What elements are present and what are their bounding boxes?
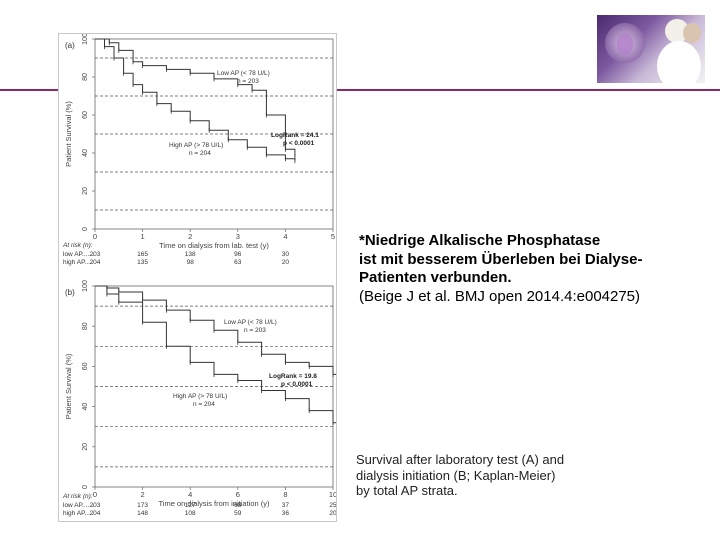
panel-a-ytick-label-0: 0 xyxy=(82,227,89,231)
panel-a-ylabel: Patient Survival (%) xyxy=(64,101,73,167)
panel-b-legend-low-n: n = 203 xyxy=(244,327,266,334)
panel-b-xtick-label-3: 6 xyxy=(236,490,240,499)
caption-de-line2: ist mit besserem Überleben bei Dialyse- xyxy=(359,250,643,268)
panel-b-legend-high-name: High AP (> 78 U/L) xyxy=(173,393,227,400)
panel-b-xlabel: Time on dialysis from initiation (y) xyxy=(158,499,270,508)
panel-a-xtick-label-5: 5 xyxy=(331,232,335,241)
caption-de-line3: Patienten verbunden. xyxy=(359,269,512,286)
panel-a-at-risk-row-0-val-2: 138 xyxy=(185,251,196,258)
panel-a-at-risk-row-0-val-1: 165 xyxy=(137,251,148,258)
panel-a-xlabel: Time on dialysis from lab. test (y) xyxy=(159,241,269,250)
panel-b-ytick-label-1: 20 xyxy=(82,443,89,451)
panel-a-xtick-label-3: 3 xyxy=(236,232,240,241)
panel-a-xtick-label-4: 4 xyxy=(283,232,287,241)
panel-b-xtick-label-0: 0 xyxy=(93,490,97,499)
caption-english: Survival after laboratory test (A) and d… xyxy=(356,452,656,499)
panel-a-xtick-label-2: 2 xyxy=(188,232,192,241)
panel-a-ytick-label-4: 80 xyxy=(82,73,89,81)
panel-b-at-risk-row-0-label: low AP....... xyxy=(63,502,95,509)
caption-de-line1: *Niedrige Alkalische Phosphatase xyxy=(359,232,601,249)
panel-a-stat-p: p < 0.0001 xyxy=(283,140,315,147)
panel-b-ytick-label-5: 100 xyxy=(82,280,89,292)
panel-b-legend-low-name: Low AP (< 78 U/L) xyxy=(224,319,277,326)
panel-a-ytick-label-5: 100 xyxy=(82,34,89,45)
panel-b-at-risk-row-0-val-4: 37 xyxy=(282,502,290,509)
panel-b-at-risk-row-1-val-4: 36 xyxy=(282,510,290,517)
panel-a-at-risk-row-0-val-0: 203 xyxy=(90,251,101,258)
figure-panel: (a) 0 20 40 60 80 100 Patient Survival (%) 0 1 2 3 4… xyxy=(58,33,346,522)
panel-b-at-risk-row-0-val-1: 173 xyxy=(137,502,148,509)
panel-a-at-risk-row-1-val-0: 204 xyxy=(90,259,101,266)
panel-b-at-risk-row-1-val-3: 59 xyxy=(234,510,242,517)
panel-b-ytick-label-4: 80 xyxy=(82,322,89,330)
panel-a-legend-high-n: n = 204 xyxy=(189,150,211,157)
panel-b-at-risk-row-1-label: high AP..... xyxy=(63,510,94,517)
panel-a-at-risk-row-1-label: high AP..... xyxy=(63,259,94,266)
panel-b-ytick-label-3: 60 xyxy=(82,362,89,370)
panel-b-legend-high-n: n = 204 xyxy=(193,401,215,408)
panel-b-stat-p: p < 0.0001 xyxy=(281,381,313,388)
panel-a-legend-low-name: Low AP (< 78 U/L) xyxy=(217,70,270,77)
panel-a-at-risk-row-0-val-3: 96 xyxy=(234,251,242,258)
panel-b-xtick-label-5: 10 xyxy=(329,490,336,499)
panel-a-xtick-label-0: 0 xyxy=(93,232,97,241)
panel-b-at-risk-row-0-val-5: 25 xyxy=(329,502,336,509)
panel-a-series-low-line xyxy=(95,38,296,157)
panel-b-ylabel: Patient Survival (%) xyxy=(64,353,73,419)
panel-b-at-risk-row-1-val-0: 204 xyxy=(90,510,101,517)
panel-a-legend-high-name: High AP (> 78 U/L) xyxy=(169,142,223,149)
panel-a-at-risk-row-1-val-1: 135 xyxy=(137,259,148,266)
panel-b-at-risk-title: At risk (n): xyxy=(62,493,93,500)
panel-b-ytick-label-2: 40 xyxy=(82,403,89,411)
panel-a-at-risk-row-0-label: low AP....... xyxy=(63,251,95,258)
header-divider xyxy=(0,89,720,91)
panel-a-ytick-label-2: 40 xyxy=(82,149,89,157)
caption-en-line2: dialysis initiation (B; Kaplan-Meier) xyxy=(356,467,556,483)
panel-b-at-risk-row-1-val-1: 148 xyxy=(137,510,148,517)
panel-b-at-risk-row-1-val-2: 108 xyxy=(185,510,196,517)
panel-b-xtick-label-1: 2 xyxy=(141,490,145,499)
caption-en-line3: by total AP strata. xyxy=(356,483,458,498)
panel-b-at-risk-row-0-val-0: 203 xyxy=(90,502,101,509)
caption-german: *Niedrige Alkalische Phosphatase ist mit… xyxy=(359,232,709,306)
panel-a-ytick-label-3: 60 xyxy=(82,111,89,119)
panel-b-series-low-line xyxy=(95,285,346,377)
panel-a-at-risk-title: At risk (n): xyxy=(62,242,93,249)
panel-a-at-risk-row-1-val-2: 98 xyxy=(187,259,195,266)
panel-a-at-risk-row-1-val-4: 20 xyxy=(282,259,290,266)
header-photo xyxy=(597,15,705,83)
panel-b-xtick-label-2: 4 xyxy=(188,490,192,499)
panel-b-series-high-line xyxy=(95,285,346,429)
panel-a-xtick-label-1: 1 xyxy=(141,232,145,241)
panel-b-stat-logrank: LogRank = 19.8 xyxy=(269,373,317,380)
panel-a-ytick-label-1: 20 xyxy=(82,187,89,195)
panel-b-xtick-label-4: 8 xyxy=(283,490,287,499)
panel-b-at-risk-row-0-val-2: 127 xyxy=(185,502,196,509)
panel-a-at-risk-row-0-val-4: 30 xyxy=(282,251,290,258)
panel-a-label: (a) xyxy=(65,41,75,50)
panel-a-at-risk-row-1-val-3: 63 xyxy=(234,259,242,266)
caption-de-line4: (Beige J et al. BMJ open 2014.4:e004275) xyxy=(359,287,641,305)
panel-b-at-risk-row-0-val-3: 68 xyxy=(234,502,242,509)
caption-en-line1: Survival after laboratory test (A) and xyxy=(356,452,565,467)
panel-b-label: (b) xyxy=(65,288,75,297)
panel-b-ytick-label-0: 0 xyxy=(82,485,89,489)
panel-b-at-risk-row-1-val-5: 20 xyxy=(329,510,336,517)
panel-a-stat-logrank: LogRank = 24.1 xyxy=(271,132,319,139)
panel-a-legend-low-n: n = 203 xyxy=(237,78,259,85)
